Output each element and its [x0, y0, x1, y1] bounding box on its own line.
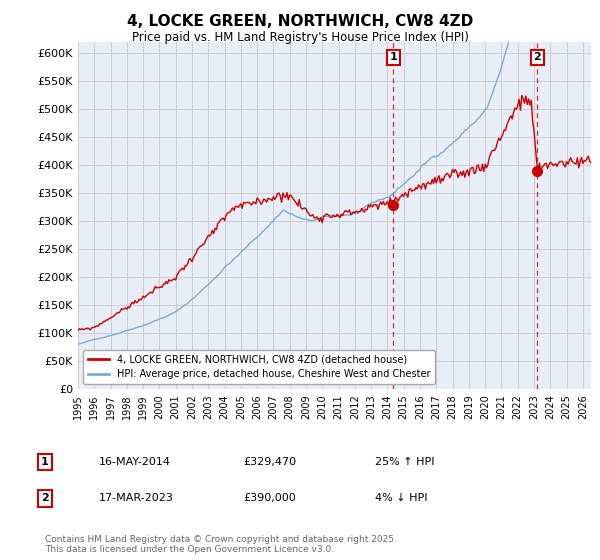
- Text: 2: 2: [533, 53, 541, 62]
- Text: 4, LOCKE GREEN, NORTHWICH, CW8 4ZD: 4, LOCKE GREEN, NORTHWICH, CW8 4ZD: [127, 14, 473, 29]
- Text: Price paid vs. HM Land Registry's House Price Index (HPI): Price paid vs. HM Land Registry's House …: [131, 31, 469, 44]
- Text: £390,000: £390,000: [243, 493, 296, 503]
- Text: 4% ↓ HPI: 4% ↓ HPI: [375, 493, 427, 503]
- Text: 1: 1: [389, 53, 397, 62]
- Text: Contains HM Land Registry data © Crown copyright and database right 2025.
This d: Contains HM Land Registry data © Crown c…: [45, 535, 397, 554]
- Text: £329,470: £329,470: [243, 457, 296, 467]
- Text: 17-MAR-2023: 17-MAR-2023: [99, 493, 174, 503]
- Text: 25% ↑ HPI: 25% ↑ HPI: [375, 457, 434, 467]
- Text: 16-MAY-2014: 16-MAY-2014: [99, 457, 171, 467]
- Text: 1: 1: [41, 457, 49, 467]
- Legend: 4, LOCKE GREEN, NORTHWICH, CW8 4ZD (detached house), HPI: Average price, detache: 4, LOCKE GREEN, NORTHWICH, CW8 4ZD (deta…: [83, 350, 435, 384]
- Text: 2: 2: [41, 493, 49, 503]
